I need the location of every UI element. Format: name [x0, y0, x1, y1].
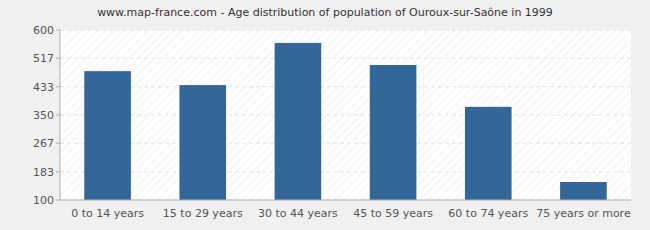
- grid-line: [60, 200, 631, 201]
- y-tick-label: 433: [33, 81, 54, 94]
- x-tick-label: 45 to 59 years: [353, 207, 433, 220]
- grid-line: [60, 86, 631, 87]
- y-tick-label: 183: [33, 166, 54, 179]
- plot-area: [60, 30, 631, 200]
- x-axis: [60, 200, 631, 201]
- tick-mark: [56, 200, 60, 201]
- grid-line: [60, 115, 631, 116]
- tick-mark: [56, 171, 60, 172]
- background: [0, 0, 650, 230]
- bar: [465, 107, 512, 200]
- x-tick-label: 15 to 29 years: [163, 207, 243, 220]
- grid-line: [60, 171, 631, 172]
- bar: [275, 43, 322, 200]
- y-tick-label: 267: [33, 137, 54, 150]
- grid-line: [60, 143, 631, 144]
- y-tick-label: 350: [33, 109, 54, 122]
- y-axis: [60, 30, 61, 200]
- title: www.map-france.com - Age distribution of…: [97, 6, 553, 19]
- bar: [560, 182, 607, 200]
- x-tick-label: 60 to 74 years: [448, 207, 528, 220]
- chart: 100 183 267 350 433 517 600 0 to 14 years 15 to …: [0, 0, 650, 230]
- bar: [179, 85, 226, 200]
- y-tick-label: 517: [33, 52, 54, 65]
- bar: [370, 65, 417, 200]
- tick-mark: [56, 58, 60, 59]
- x-tick-label: 75 years or more: [536, 207, 631, 220]
- x-tick-label: 30 to 44 years: [258, 207, 338, 220]
- grid-line: [60, 30, 631, 31]
- x-tick-label: 0 to 14 years: [71, 207, 144, 220]
- tick-mark: [56, 143, 60, 144]
- y-tick-label: 600: [33, 24, 54, 37]
- tick-mark: [56, 86, 60, 87]
- tick-mark: [56, 115, 60, 116]
- grid-line: [60, 58, 631, 59]
- tick-mark: [56, 30, 60, 31]
- bar: [84, 71, 131, 200]
- y-tick-label: 100: [33, 194, 54, 207]
- bars: [84, 43, 606, 200]
